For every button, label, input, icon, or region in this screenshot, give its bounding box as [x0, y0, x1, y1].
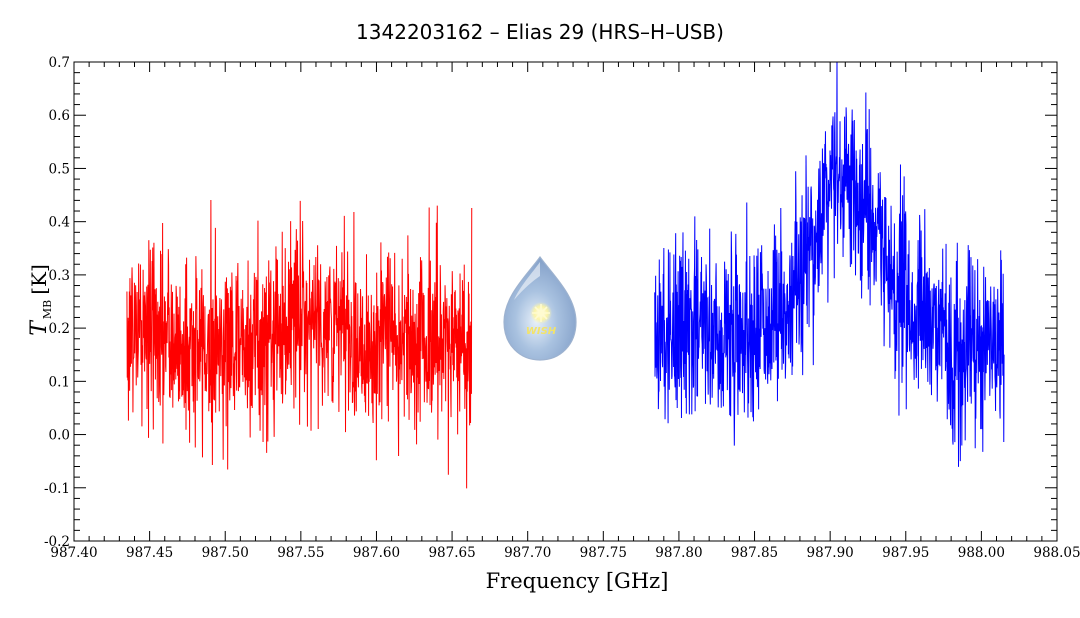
y-tick-label: 0.7: [49, 55, 70, 71]
x-tick-label: 987.75: [580, 545, 627, 561]
x-tick-label: 987.45: [126, 545, 173, 561]
x-tick-label: 988.05: [1033, 545, 1080, 561]
x-tick-label: 987.95: [882, 545, 929, 561]
x-tick-label: 987.40: [50, 545, 97, 561]
y-axis-label: TMB [K]: [27, 264, 54, 336]
y-tick-label: 0.4: [49, 215, 70, 231]
x-tick-label: 987.65: [428, 545, 475, 561]
plot-frame: [73, 61, 1058, 542]
y-axis-subscript: MB: [41, 300, 54, 319]
x-axis-label: Frequency [GHz]: [486, 569, 669, 593]
y-tick-label: -0.1: [44, 481, 70, 497]
x-tick-label: 987.55: [277, 545, 324, 561]
y-tick-label: 0.1: [49, 374, 70, 390]
logo-text: WISH: [526, 326, 557, 337]
x-tick-label: 987.80: [655, 545, 702, 561]
x-axis: 987.40 987.45 987.50 987.55 987.60 987.65 987.…: [50, 62, 1080, 561]
x-tick-label: 987.50: [202, 545, 249, 561]
y-tick-label: 0.0: [49, 428, 70, 444]
y-axis: -0.2 -0.1 0.0 0.1 0.2 0.3 0.4 0.5 0.6 0.7: [44, 55, 1057, 550]
star-icon: [532, 304, 550, 322]
x-tick-label: 988.00: [958, 545, 1005, 561]
chart-title: 1342203162 – Elias 29 (HRS–H–USB): [356, 20, 724, 44]
x-tick-label: 987.85: [731, 545, 778, 561]
y-tick-label: -0.2: [44, 534, 70, 550]
wish-logo: WISH: [503, 255, 577, 361]
y-tick-label: 0.2: [49, 321, 70, 337]
x-tick-label: 987.70: [504, 545, 551, 561]
y-axis-unit: [K]: [27, 264, 51, 295]
data-layer: [126, 62, 1005, 489]
y-tick-label: 0.3: [49, 268, 70, 284]
x-tick-label: 987.90: [807, 545, 854, 561]
y-tick-label: 0.5: [49, 161, 70, 177]
y-axis-symbol: T: [27, 319, 52, 336]
series-line-1: [126, 199, 473, 489]
series-line-2: [654, 62, 1005, 467]
y-tick-label: 0.6: [49, 108, 70, 124]
x-tick-label: 987.60: [353, 545, 400, 561]
